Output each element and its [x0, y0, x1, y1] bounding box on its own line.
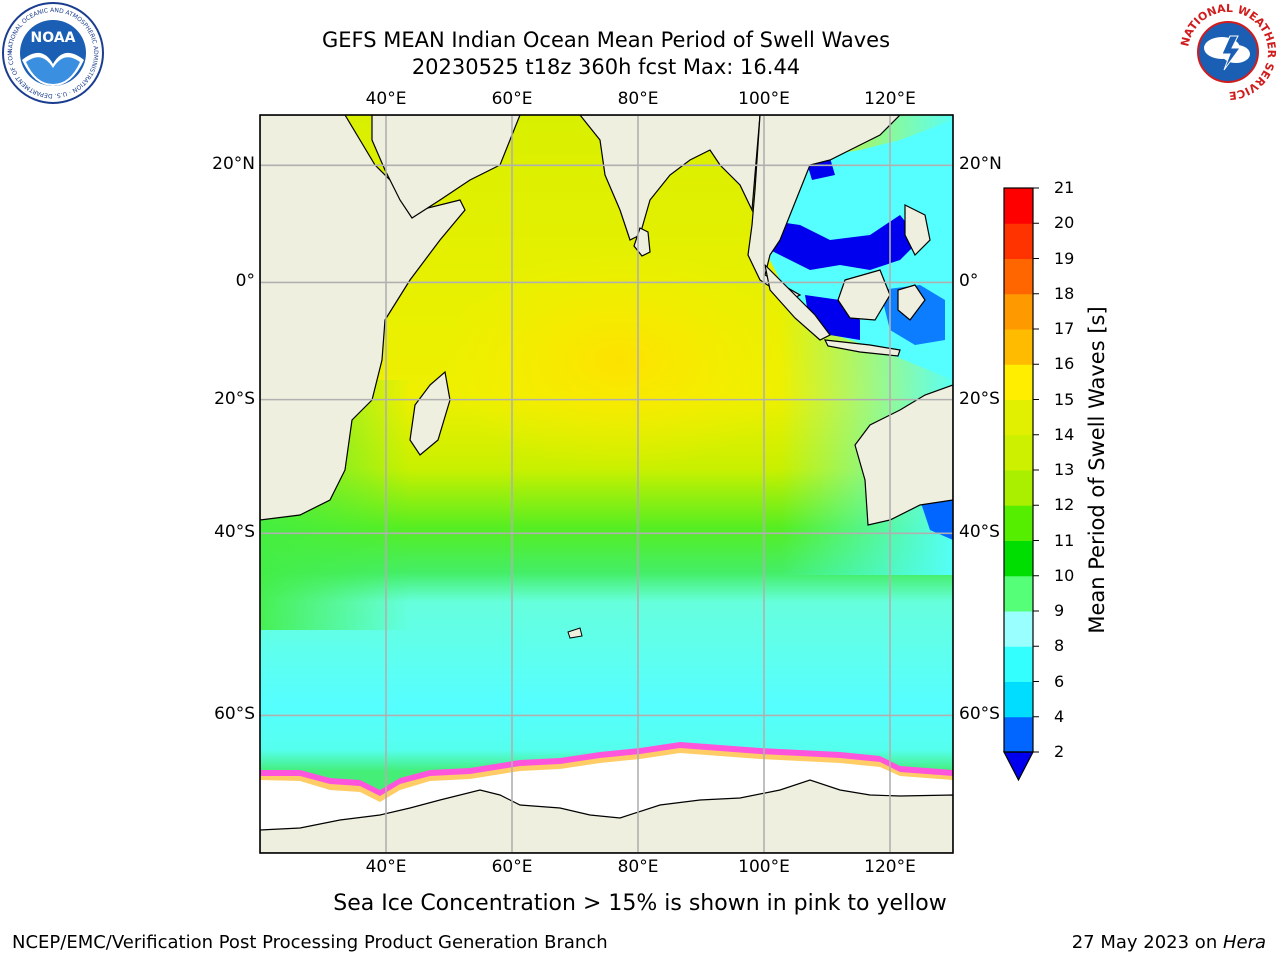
lat-tick-right-0: 0° [959, 271, 979, 292]
colorbar-box-4 [1004, 681, 1033, 718]
lon-tick-bottom-40: 40°E [365, 857, 407, 877]
credit-right: 27 May 2023 on Hera [1072, 932, 1266, 953]
ocean-max-zone [440, 250, 800, 470]
colorbar-box-18 [1004, 258, 1033, 295]
gridlines [260, 115, 953, 853]
colorbar-box-6 [1004, 646, 1033, 682]
colorbar-box-10 [1004, 540, 1033, 577]
colorbar-label-19: 19 [1054, 248, 1075, 268]
colorbar-label-20: 20 [1054, 213, 1075, 233]
lon-tick-top-40: 40°E [365, 89, 407, 109]
colorbar-box-20 [1004, 188, 1033, 224]
colorbar [1003, 187, 1039, 782]
colorbar-label-10: 10 [1054, 565, 1075, 585]
nws-logo: NATIONAL WEATHER SERVICE [1178, 2, 1278, 102]
lon-tick-top-100: 100°E [738, 89, 790, 109]
lat-tick-left-0: 0° [235, 271, 255, 292]
lat-tick-left--40: 40°S [214, 522, 255, 543]
colorbar-box-14 [1004, 399, 1033, 436]
colorbar-label-13: 13 [1054, 460, 1075, 479]
colorbar-label-8: 8 [1054, 636, 1065, 656]
lat-tick-left--20: 20°S [214, 388, 255, 409]
sulawesi-land [897, 284, 926, 321]
lat-tick-left--60: 60°S [214, 704, 255, 725]
antarctica-land [260, 779, 953, 853]
lon-tick-bottom-60: 60°E [491, 857, 533, 877]
chart-subtitle: 20230525 t18z 360h fcst Max: 16.44 [411, 55, 801, 79]
colorbar-label-4: 4 [1054, 706, 1065, 726]
southeast-asia-land [747, 115, 901, 301]
colorbar-box-11 [1004, 505, 1033, 541]
sumatra-land [764, 263, 831, 341]
colorbar-label-11: 11 [1054, 530, 1075, 550]
noaa-logo-text: NOAA [31, 30, 76, 46]
australia-land [854, 384, 953, 526]
ocean-low-zone-a [765, 215, 920, 270]
lon-tick-top-120: 120°E [864, 89, 916, 109]
colorbar-label-15: 15 [1054, 389, 1075, 409]
credit-host: Hera [1222, 932, 1266, 953]
colorbar-label-16: 16 [1054, 354, 1075, 374]
colorbar-boxes [1003, 187, 1039, 782]
philippines-land [904, 204, 931, 257]
colorbar-box-15 [1004, 364, 1033, 400]
colorbar-box-16 [1004, 329, 1033, 365]
colorbar-title: Mean Period of Swell Waves [s] [1085, 306, 1109, 634]
lat-tick-right--20: 20°S [959, 388, 1000, 409]
colorbar-label-9: 9 [1054, 601, 1065, 620]
colorbar-box-12 [1004, 470, 1033, 506]
madagascar-land [409, 370, 451, 456]
chart-title: GEFS MEAN Indian Ocean Mean Period of Sw… [321, 28, 891, 52]
colorbar-box-17 [1004, 293, 1033, 330]
lat-tick-right--60: 60°S [959, 704, 1000, 725]
lon-tick-top-80: 80°E [617, 89, 659, 109]
colorbar-label-14: 14 [1054, 424, 1075, 444]
credit-date: 27 May 2023 on [1071, 932, 1223, 953]
colorbar-label-2: 2 [1054, 742, 1065, 761]
lat-tick-right-20: 20°N [959, 154, 1002, 175]
colorbar-label-6: 6 [1054, 671, 1065, 691]
noaa-logo: NATIONAL OCEANIC AND ATMOSPHERIC ADMINIS… [2, 2, 104, 104]
colorbar-box-8 [1004, 611, 1033, 647]
colorbar-under-arrow [1003, 751, 1034, 782]
map-frame [259, 114, 954, 854]
lat-tick-left-20: 20°N [212, 154, 255, 175]
credit-left: NCEP/EMC/Verification Post Processing Pr… [12, 932, 608, 953]
java-land [823, 339, 901, 357]
colorbar-label-21: 21 [1054, 178, 1075, 197]
ocean-low-zone-e [920, 495, 953, 540]
colorbar-box-9 [1004, 575, 1033, 612]
lat-tick-right--40: 40°S [959, 522, 1000, 543]
lon-tick-bottom-100: 100°E [738, 857, 790, 877]
lon-tick-bottom-120: 120°E [864, 857, 916, 877]
sea-ice-note: Sea Ice Concentration > 15% is shown in … [333, 891, 947, 916]
colorbar-box-13 [1004, 434, 1033, 471]
colorbar-label-12: 12 [1054, 495, 1075, 515]
colorbar-label-18: 18 [1054, 283, 1075, 303]
india-land [579, 115, 761, 241]
kerguelen-land [567, 627, 583, 639]
colorbar-label-17: 17 [1054, 319, 1075, 338]
colorbar-box-2 [1004, 716, 1033, 753]
arabia-land [371, 115, 521, 219]
colorbar-box-19 [1004, 223, 1033, 259]
lon-tick-bottom-80: 80°E [617, 857, 659, 877]
map-field [260, 115, 953, 853]
lon-tick-top-60: 60°E [491, 89, 533, 109]
